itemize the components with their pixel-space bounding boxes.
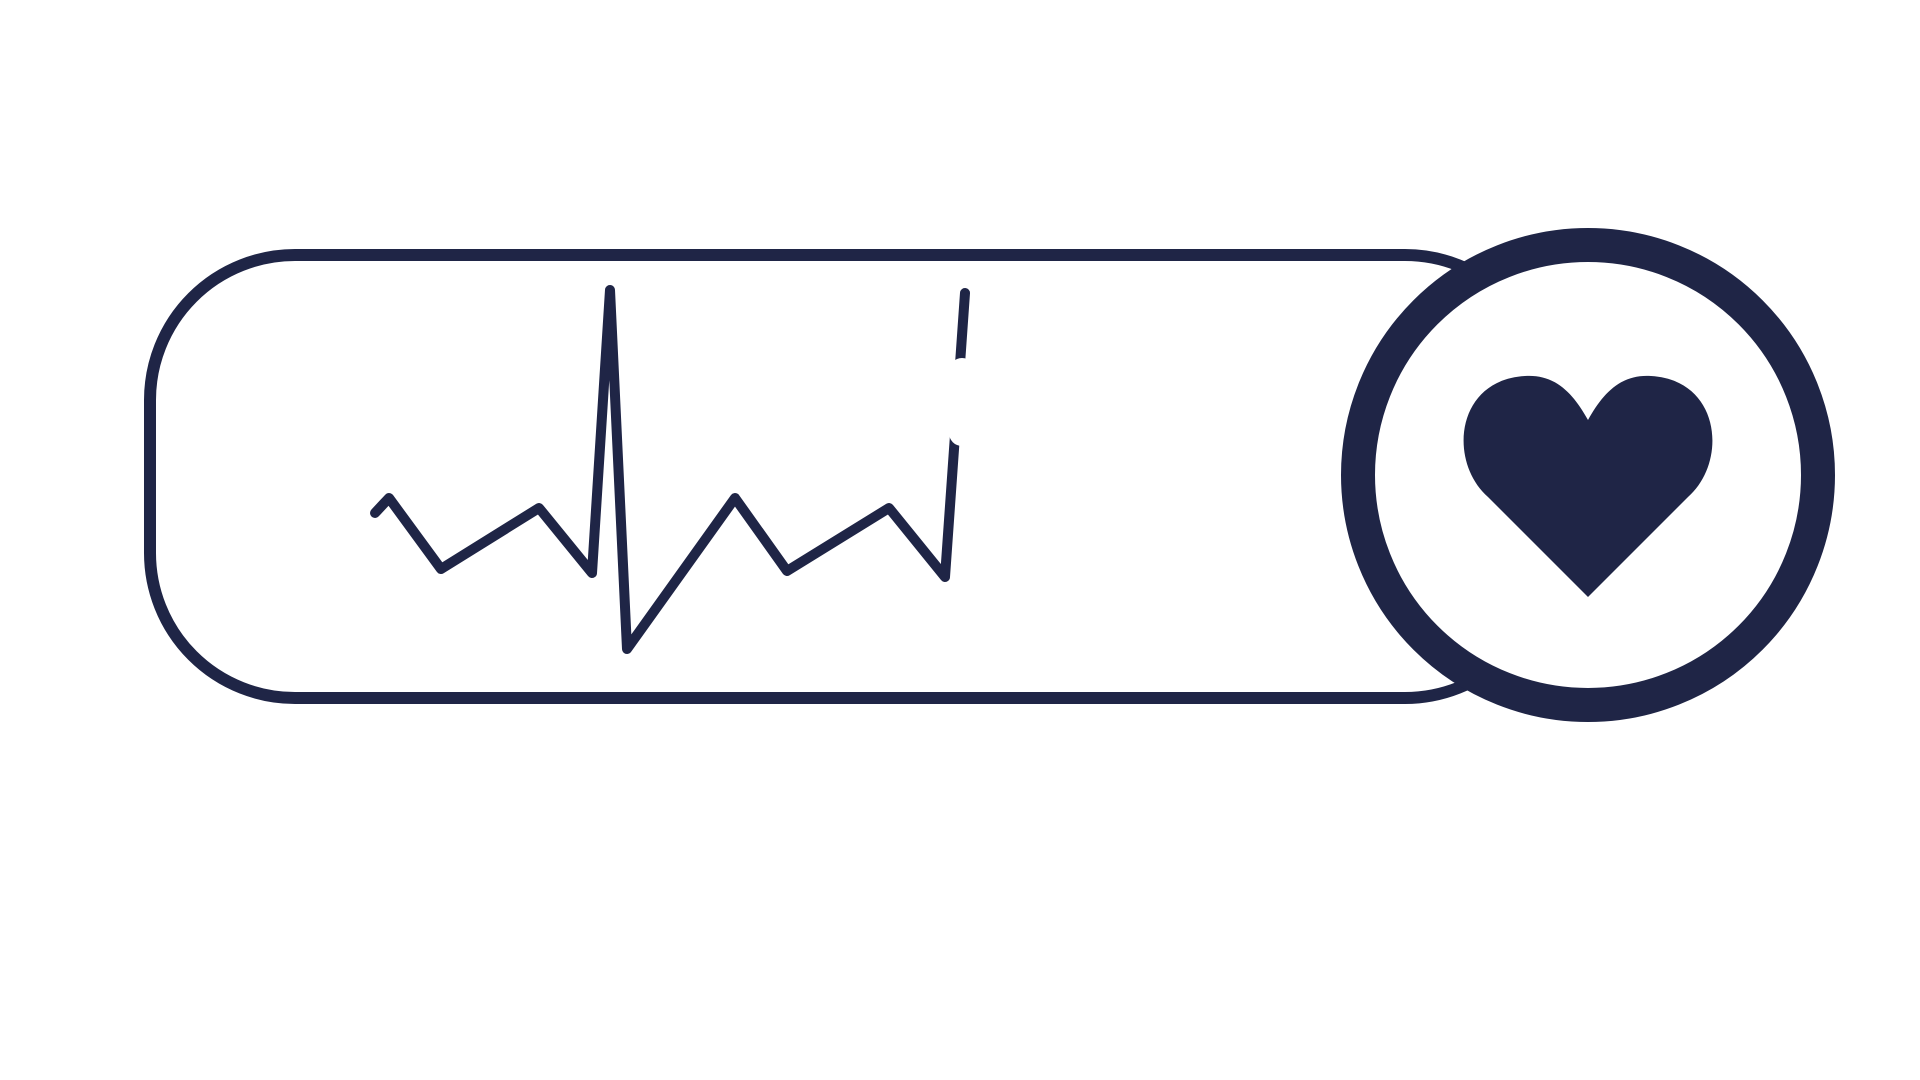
heart-icon xyxy=(1463,375,1713,597)
pulse-highlight xyxy=(949,358,975,446)
pulse-line-icon xyxy=(370,285,970,654)
pill-frame xyxy=(144,249,1556,704)
